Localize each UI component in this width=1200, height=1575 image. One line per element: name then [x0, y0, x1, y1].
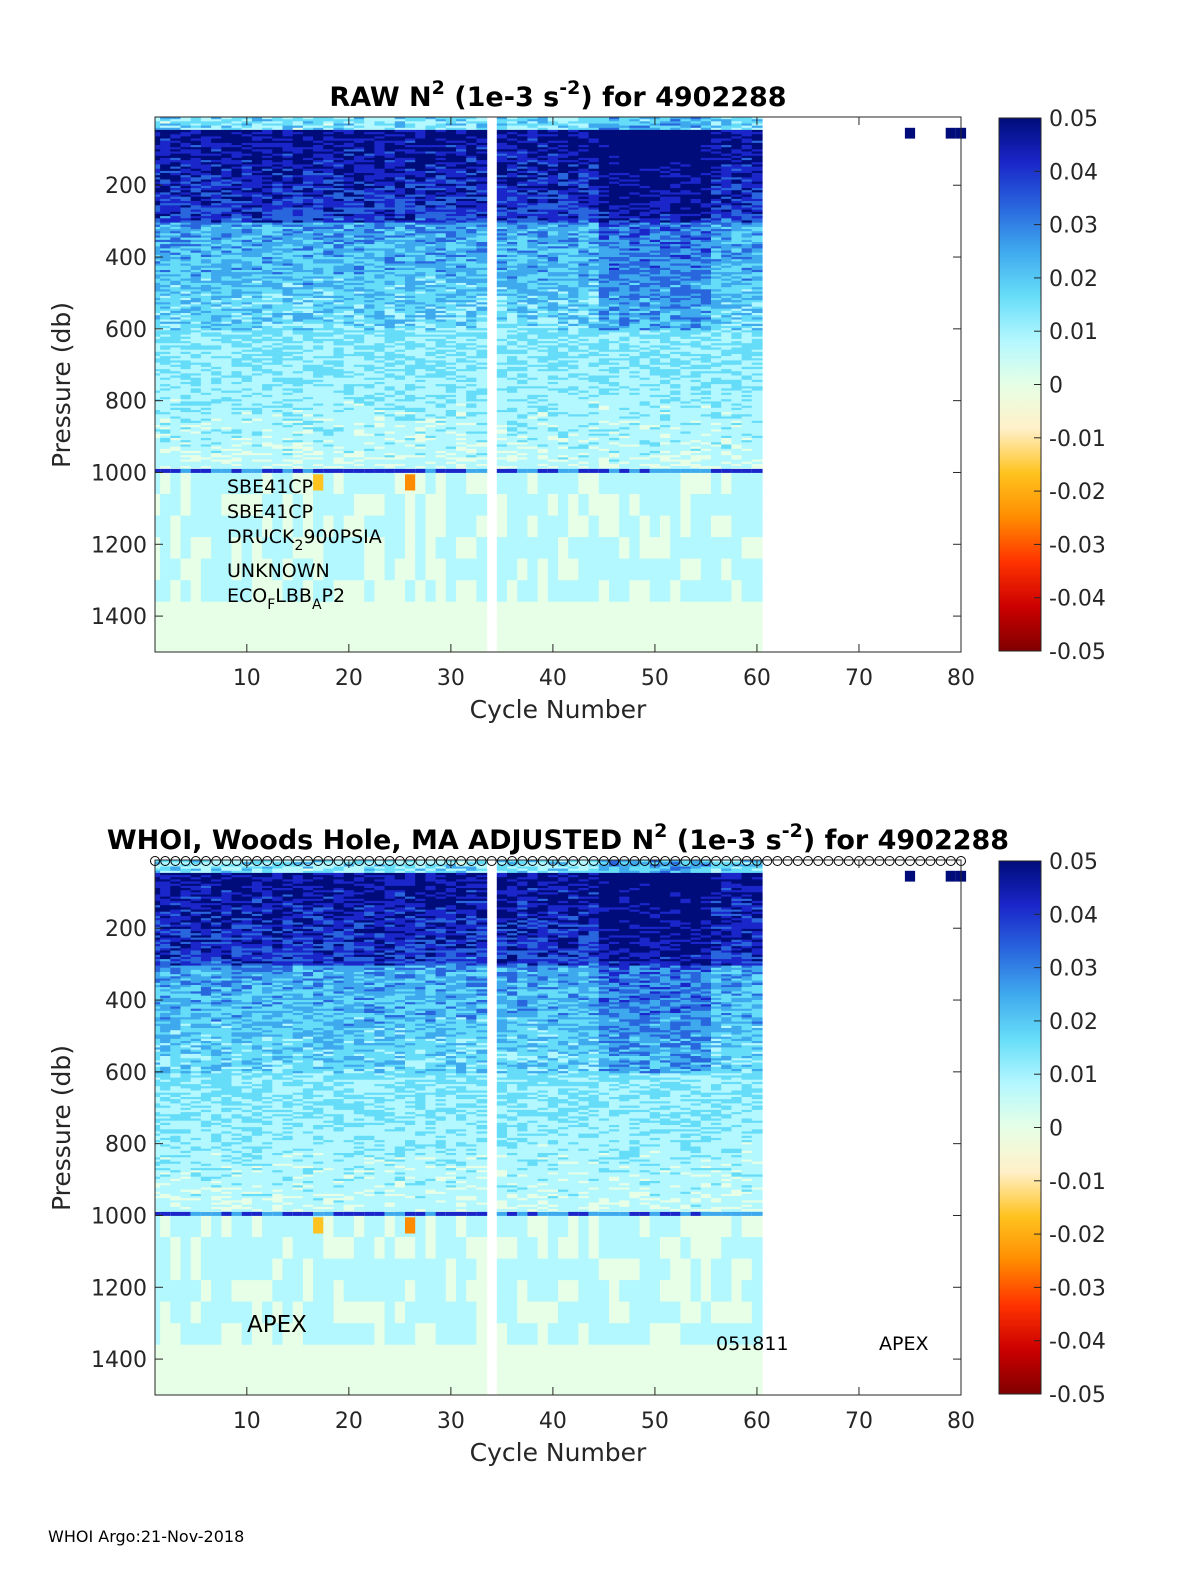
heatmap-cell	[211, 537, 222, 559]
band-cell	[242, 469, 253, 473]
heatmap-cell	[181, 537, 192, 559]
heatmap-cell	[201, 494, 212, 516]
heatmap-cell	[160, 537, 171, 559]
heatmap-cell	[221, 623, 232, 645]
heatmap-cell	[201, 516, 212, 538]
heatmap-cell	[191, 494, 202, 516]
heatmap-cell	[170, 602, 181, 624]
band-cell	[221, 469, 232, 473]
heatmap-cell	[211, 645, 222, 653]
heatmap-cell	[155, 494, 161, 516]
heatmap-cell	[160, 580, 171, 602]
heatmap-cell	[191, 602, 202, 624]
heatmap-cell	[201, 602, 212, 624]
heatmap-cell	[170, 623, 181, 645]
heatmap-cell	[201, 623, 212, 645]
heatmap-cell	[155, 516, 161, 538]
heatmap-cell	[191, 645, 202, 653]
heatmap-cell	[201, 645, 212, 653]
heatmap-cell	[181, 623, 192, 645]
heatmap-cell	[181, 645, 192, 653]
heatmap-cell	[221, 645, 232, 653]
heatmap-cell	[155, 602, 161, 624]
heatmap-cell	[211, 602, 222, 624]
band-cell	[191, 469, 202, 473]
heatmap-cell	[160, 516, 171, 538]
heatmap-cell	[201, 559, 212, 581]
heatmap-cell	[191, 516, 202, 538]
heatmap-cell	[181, 516, 192, 538]
heatmap-cell	[211, 559, 222, 581]
heatmap-cell	[155, 559, 161, 581]
heatmap-cell	[211, 516, 222, 538]
heatmap-cell	[160, 645, 171, 653]
heatmap-cell	[155, 623, 161, 645]
heatmap-cell	[232, 645, 243, 653]
heatmap-cell	[211, 580, 222, 602]
raw-chart-title: RAW N2 (1e-3 s-2) for 4902288	[329, 77, 786, 113]
heatmap-cell	[181, 559, 192, 581]
heatmap-cell	[170, 473, 181, 495]
heatmap-cell	[211, 473, 222, 495]
heatmap-cell	[170, 559, 181, 581]
heatmap-cell	[191, 537, 202, 559]
heatmap-cell	[155, 537, 161, 559]
heatmap-cell	[252, 645, 263, 653]
heatmap-cell	[211, 623, 222, 645]
heatmap-cell	[201, 473, 212, 495]
heatmap-cell	[181, 602, 192, 624]
heatmap-cell	[181, 580, 192, 602]
heatmap-cell	[201, 580, 212, 602]
heatmap-cell	[201, 537, 212, 559]
heatmap-cell	[160, 473, 171, 495]
band-cell	[170, 469, 181, 473]
heatmap-cell	[232, 623, 243, 645]
band-cell	[211, 469, 222, 473]
band-cell	[201, 469, 212, 473]
band-cell	[232, 469, 243, 473]
heatmap-cell	[211, 494, 222, 516]
heatmap-cell	[160, 559, 171, 581]
heatmap-cell	[160, 623, 171, 645]
heatmap-cell	[160, 494, 171, 516]
heatmap-cell	[170, 516, 181, 538]
heatmap-cell	[155, 580, 161, 602]
heatmap-cell	[181, 473, 192, 495]
heatmap-cell	[155, 645, 161, 653]
heatmap-cell	[181, 494, 192, 516]
heatmap-cell	[191, 559, 202, 581]
heatmap-cell	[170, 494, 181, 516]
heatmap-cell	[170, 537, 181, 559]
heatmap-cell	[191, 623, 202, 645]
band-cell	[181, 469, 192, 473]
heatmap-cell	[242, 623, 253, 645]
heatmap-cell	[170, 580, 181, 602]
heatmap-cell	[160, 602, 171, 624]
heatmap-cell	[155, 473, 161, 495]
heatmap-cell	[170, 645, 181, 653]
heatmap-cell	[191, 473, 202, 495]
n2-figure: RAW N2 (1e-3 s-2) for 4902288 10 20 30 40 50…	[0, 0, 1200, 1575]
raw-n2-panel: RAW N2 (1e-3 s-2) for 4902288 10 20 30 40 50…	[47, 77, 1106, 724]
heatmap-cell	[252, 623, 263, 645]
heatmap-cell	[191, 580, 202, 602]
band-cell	[252, 469, 263, 473]
